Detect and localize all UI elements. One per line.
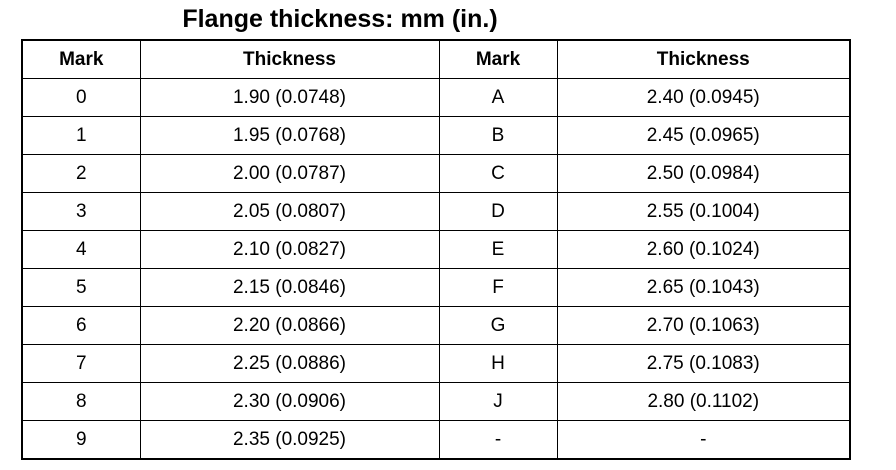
- table-cell: 2.05 (0.0807): [139, 192, 440, 231]
- table-row: 2 2.00 (0.0787) C 2.50 (0.0984): [21, 154, 851, 193]
- table-cell: 2.30 (0.0906): [139, 382, 440, 421]
- table-cell: G: [438, 306, 558, 345]
- table-cell: 0: [21, 78, 141, 117]
- table-cell: 9: [21, 420, 141, 460]
- table-cell: 4: [21, 230, 141, 269]
- header-cell: Thickness: [139, 39, 440, 79]
- table-cell: 2.60 (0.1024): [556, 230, 851, 269]
- table-cell: 7: [21, 344, 141, 383]
- table-cell: 2.70 (0.1063): [556, 306, 851, 345]
- table-cell: 2.20 (0.0866): [139, 306, 440, 345]
- table-row: 3 2.05 (0.0807) D 2.55 (0.1004): [21, 192, 851, 231]
- thickness-table: Mark Thickness Mark Thickness 0 1.90 (0.0748…: [21, 39, 851, 460]
- table-cell: 2.55 (0.1004): [556, 192, 851, 231]
- table-cell: 2.15 (0.0846): [139, 268, 440, 307]
- table-cell: 2.10 (0.0827): [139, 230, 440, 269]
- table-row: 8 2.30 (0.0906) J 2.80 (0.1102): [21, 382, 851, 421]
- table-cell: E: [438, 230, 558, 269]
- table-cell: 2.25 (0.0886): [139, 344, 440, 383]
- table-cell: 2.40 (0.0945): [556, 78, 851, 117]
- table-cell: J: [438, 382, 558, 421]
- table-cell: -: [556, 420, 851, 460]
- table-cell: 6: [21, 306, 141, 345]
- table-row: 0 1.90 (0.0748) A 2.40 (0.0945): [21, 78, 851, 117]
- table-cell: 2.65 (0.1043): [556, 268, 851, 307]
- table-cell: 2: [21, 154, 141, 193]
- table-cell: 2.35 (0.0925): [139, 420, 440, 460]
- table-row: 5 2.15 (0.0846) F 2.65 (0.1043): [21, 268, 851, 307]
- table-row: 6 2.20 (0.0866) G 2.70 (0.1063): [21, 306, 851, 345]
- table-cell: 5: [21, 268, 141, 307]
- table-row: 7 2.25 (0.0886) H 2.75 (0.1083): [21, 344, 851, 383]
- table-cell: A: [438, 78, 558, 117]
- table-body: 0 1.90 (0.0748) A 2.40 (0.0945) 1 1.95 (0.076…: [21, 78, 851, 460]
- table-cell: 2.50 (0.0984): [556, 154, 851, 193]
- table-cell: 1.90 (0.0748): [139, 78, 440, 117]
- table-cell: -: [438, 420, 558, 460]
- header-cell: Mark: [21, 39, 141, 79]
- table-row: 1 1.95 (0.0768) B 2.45 (0.0965): [21, 116, 851, 155]
- table-cell: 2.00 (0.0787): [139, 154, 440, 193]
- header-cell: Thickness: [556, 39, 851, 79]
- table-header: Mark Thickness Mark Thickness: [21, 39, 851, 79]
- table-cell: 2.80 (0.1102): [556, 382, 851, 421]
- table-cell: H: [438, 344, 558, 383]
- table-cell: C: [438, 154, 558, 193]
- table-cell: 2.45 (0.0965): [556, 116, 851, 155]
- table-row: 9 2.35 (0.0925) - -: [21, 420, 851, 460]
- header-cell: Mark: [438, 39, 558, 79]
- table-row: 4 2.10 (0.0827) E 2.60 (0.1024): [21, 230, 851, 269]
- table-cell: 3: [21, 192, 141, 231]
- table-title: Flange thickness: mm (in.): [182, 5, 498, 33]
- table-cell: 2.75 (0.1083): [556, 344, 851, 383]
- table-cell: B: [438, 116, 558, 155]
- table-cell: 1: [21, 116, 141, 155]
- table-cell: 8: [21, 382, 141, 421]
- table-cell: D: [438, 192, 558, 231]
- table-cell: F: [438, 268, 558, 307]
- header-row: Mark Thickness Mark Thickness: [21, 39, 851, 79]
- table-cell: 1.95 (0.0768): [139, 116, 440, 155]
